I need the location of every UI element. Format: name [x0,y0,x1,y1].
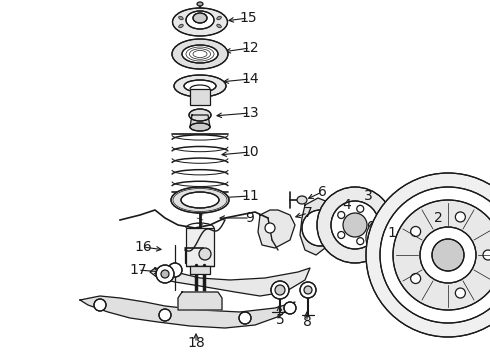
Text: 17: 17 [129,263,147,277]
Circle shape [343,213,367,237]
Circle shape [284,302,296,314]
Polygon shape [150,268,310,296]
Ellipse shape [189,109,211,121]
Circle shape [275,285,285,295]
Ellipse shape [179,16,183,20]
Circle shape [357,205,364,212]
Text: 16: 16 [134,240,152,254]
Circle shape [368,221,375,229]
Circle shape [317,187,393,263]
Circle shape [366,173,490,337]
Ellipse shape [182,45,218,63]
Polygon shape [178,292,222,310]
Text: 11: 11 [241,189,259,203]
Text: 3: 3 [364,189,372,203]
Circle shape [331,201,379,249]
Circle shape [161,270,169,278]
Circle shape [380,187,490,323]
Circle shape [455,288,466,298]
Ellipse shape [193,13,207,23]
Ellipse shape [172,8,227,36]
Text: 14: 14 [241,72,259,86]
Circle shape [168,263,182,277]
Circle shape [411,226,420,237]
Circle shape [239,312,251,324]
Text: 4: 4 [343,198,351,212]
Ellipse shape [174,75,226,97]
Circle shape [199,248,211,260]
Circle shape [357,238,364,245]
Circle shape [304,286,312,294]
Ellipse shape [179,24,183,28]
Circle shape [366,216,410,260]
Circle shape [338,212,345,219]
Text: 7: 7 [304,206,313,220]
Ellipse shape [171,187,229,213]
Circle shape [338,231,345,238]
Circle shape [411,274,420,284]
Circle shape [156,265,174,283]
Ellipse shape [184,80,216,92]
Circle shape [393,200,490,310]
Ellipse shape [172,39,228,69]
Circle shape [302,210,338,246]
Circle shape [420,227,476,283]
Text: 8: 8 [302,315,312,329]
Text: 15: 15 [239,11,257,25]
Text: 5: 5 [275,313,284,327]
Circle shape [432,239,464,271]
Circle shape [159,309,171,321]
Circle shape [483,250,490,260]
Text: 12: 12 [241,41,259,55]
Ellipse shape [217,24,221,28]
Circle shape [94,299,106,311]
Text: 9: 9 [245,211,254,225]
Ellipse shape [186,11,214,29]
Text: 18: 18 [187,336,205,350]
Text: 6: 6 [318,185,326,199]
Circle shape [265,223,275,233]
Circle shape [271,281,289,299]
Ellipse shape [181,192,219,208]
Bar [186,228,214,266]
Polygon shape [258,210,295,248]
Bar [190,89,210,105]
Circle shape [300,282,316,298]
Ellipse shape [297,196,307,204]
Text: 1: 1 [388,226,396,240]
Text: 13: 13 [241,106,259,120]
Text: 2: 2 [434,211,442,225]
Polygon shape [300,198,335,255]
Polygon shape [364,205,408,270]
Polygon shape [190,115,210,127]
Text: 10: 10 [241,145,259,159]
Polygon shape [80,296,295,328]
Ellipse shape [190,123,210,131]
Ellipse shape [217,16,221,20]
Circle shape [455,212,466,222]
Bar [190,266,210,274]
Ellipse shape [197,2,203,6]
